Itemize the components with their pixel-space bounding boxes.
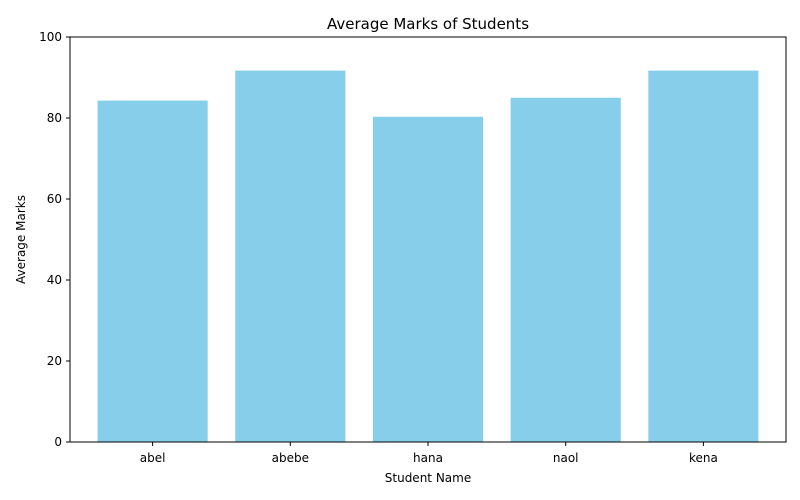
- y-tick-label-0: 0: [54, 435, 62, 449]
- chart-title: Average Marks of Students: [327, 15, 529, 33]
- x-tick-label-naol: naol: [553, 451, 579, 465]
- x-tick-label-abebe: abebe: [272, 451, 309, 465]
- y-tick-label-100: 100: [39, 30, 62, 44]
- y-axis-ticks: 0 20 40 60 80 100: [39, 30, 70, 449]
- x-axis-label: Student Name: [385, 471, 471, 485]
- x-tick-label-abel: abel: [140, 451, 166, 465]
- y-tick-label-60: 60: [47, 192, 62, 206]
- x-axis-ticks: abel abebe hana naol kena: [140, 442, 718, 465]
- bar-naol: [510, 97, 621, 442]
- y-tick-label-20: 20: [47, 354, 62, 368]
- x-tick-label-hana: hana: [413, 451, 443, 465]
- y-tick-label-80: 80: [47, 111, 62, 125]
- y-tick-label-40: 40: [47, 273, 62, 287]
- plot-area-frame: [69, 36, 787, 443]
- bar-hana: [372, 116, 484, 442]
- bars-group: [97, 70, 759, 443]
- y-axis-label: Average Marks: [14, 195, 28, 284]
- x-tick-label-kena: kena: [689, 451, 718, 465]
- bar-abebe: [235, 70, 346, 443]
- bar-abel: [97, 100, 208, 443]
- bar-kena: [648, 70, 759, 443]
